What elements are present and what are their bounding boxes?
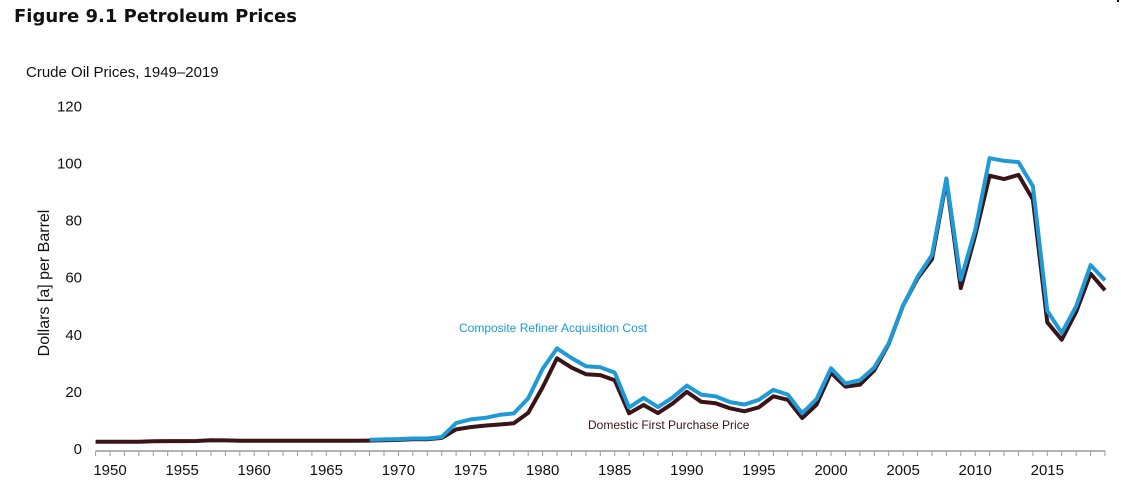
y-tick-label: 120 xyxy=(57,98,82,115)
x-tick-label: 1975 xyxy=(454,462,487,479)
y-tick-label: 60 xyxy=(65,270,82,287)
figure-title: Figure 9.1 Petroleum Prices xyxy=(14,6,297,27)
x-tick-label: 1980 xyxy=(526,462,559,479)
x-tick-label: 1965 xyxy=(310,462,343,479)
y-tick-label: 0 xyxy=(74,441,82,458)
x-tick-label: 2015 xyxy=(1031,462,1064,479)
x-tick-label: 2005 xyxy=(886,462,919,479)
x-tick-label: 2000 xyxy=(814,462,847,479)
y-tick-label: 40 xyxy=(65,327,82,344)
corner-mark xyxy=(1117,0,1119,2)
x-tick-label: 1970 xyxy=(382,462,415,479)
series-line-composite-refiner xyxy=(369,156,1107,442)
y-axis-title: Dollars [a] per Barrel xyxy=(36,210,53,357)
series-label-refiner: Composite Refiner Acquisition Cost xyxy=(459,321,648,335)
y-axis: 0 20 40 60 80 100 120 xyxy=(57,98,82,458)
series-lines xyxy=(95,156,1107,444)
x-tick-label: 1995 xyxy=(742,462,775,479)
x-tick-label: 1955 xyxy=(165,462,198,479)
y-tick-label: 100 xyxy=(57,156,82,173)
x-tick-label: 1990 xyxy=(670,462,703,479)
x-axis: 1950 1955 1960 1965 1970 1975 1980 1985 1990 1995… xyxy=(93,450,1106,479)
x-tick-label: 1960 xyxy=(238,462,271,479)
x-tick-label: 1985 xyxy=(598,462,631,479)
y-tick-label: 20 xyxy=(65,384,82,401)
y-tick-label: 80 xyxy=(65,213,82,230)
chart-title: Crude Oil Prices, 1949–2019 xyxy=(26,64,219,81)
x-tick-label: 2010 xyxy=(959,462,992,479)
x-tick-label: 1950 xyxy=(93,462,126,479)
series-label-domestic: Domestic First Purchase Price xyxy=(588,418,750,432)
